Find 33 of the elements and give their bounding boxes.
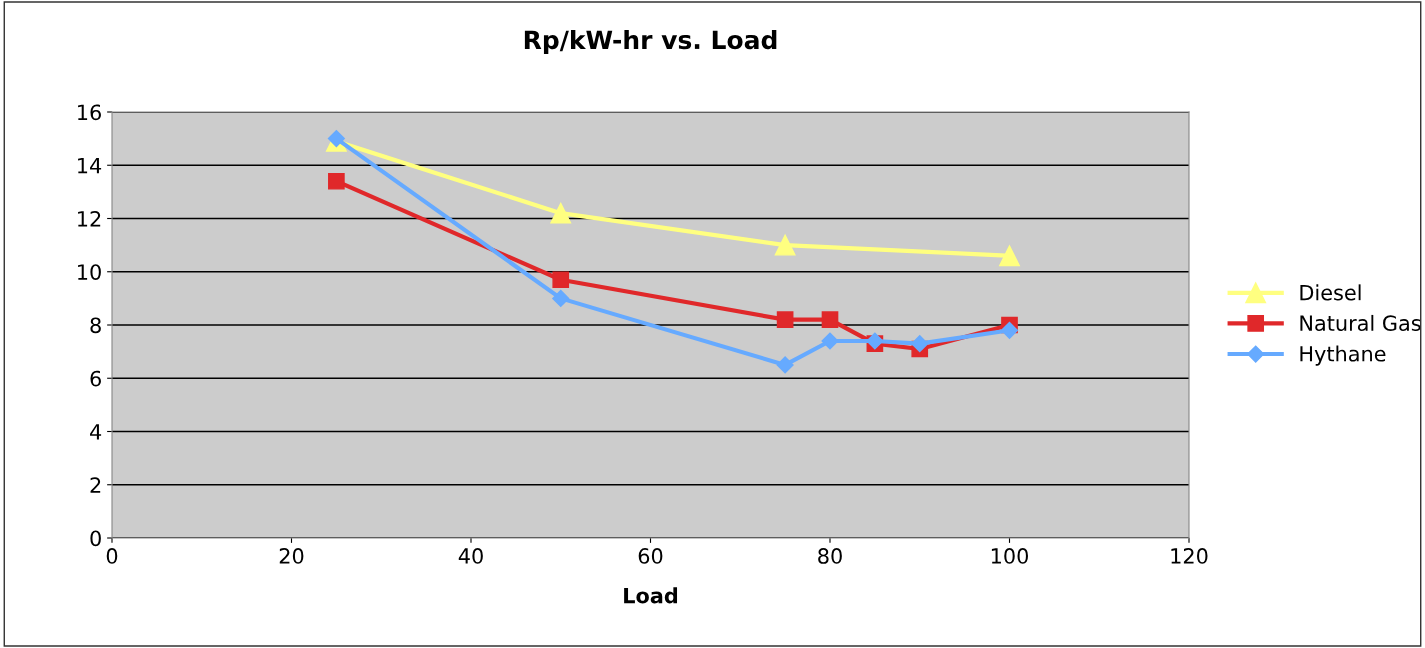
chart-title: Rp/kW-hr vs. Load	[524, 29, 777, 55]
legend-label: Diesel	[1300, 284, 1361, 301]
x-tick-label: 40	[458, 548, 483, 564]
point	[552, 289, 570, 307]
y-tick-label: 0	[90, 530, 101, 547]
x-tick-label: 120	[1171, 548, 1208, 564]
x-tick-label: 60	[638, 548, 663, 564]
point	[911, 335, 929, 353]
x-tick-label: 0	[106, 548, 118, 564]
y-tick-label: 16	[78, 104, 101, 121]
point	[328, 172, 345, 190]
legend-label: Natural Gas	[1300, 314, 1421, 332]
point	[550, 202, 572, 224]
y-tick-label: 6	[90, 370, 101, 387]
point	[776, 311, 794, 329]
y-tick-label: 4	[90, 424, 102, 440]
y-tick-label: 10	[78, 264, 101, 280]
point	[552, 271, 570, 289]
legend-label: Hythane	[1300, 345, 1386, 366]
point	[999, 245, 1020, 267]
y-tick-label: 12	[78, 210, 101, 227]
point	[1000, 321, 1019, 339]
y-tick-label: 2	[90, 477, 101, 493]
y-tick-label: 14	[78, 157, 102, 174]
y-tick-label: 8	[90, 317, 101, 334]
x-tick-label: 20	[279, 548, 304, 564]
x-tick-label: 80	[818, 548, 842, 564]
x-tick-label: 100	[991, 548, 1028, 564]
point	[821, 332, 839, 350]
point	[776, 356, 794, 374]
point	[774, 234, 796, 256]
point	[821, 311, 839, 329]
x-axis-title: Load	[624, 587, 678, 604]
